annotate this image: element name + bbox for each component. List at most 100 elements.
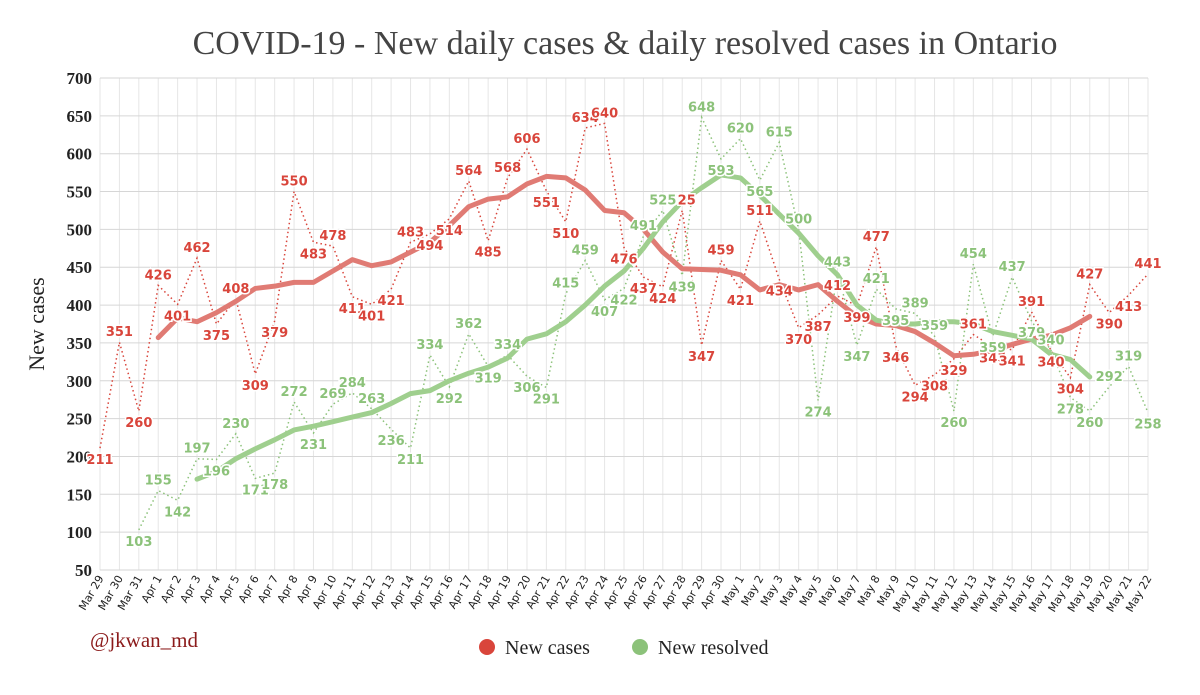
value-label: 620: [727, 122, 754, 137]
y-axis-label: New cases: [24, 277, 49, 370]
value-label: 426: [145, 268, 172, 283]
value-label: 319: [475, 371, 502, 386]
value-label: 260: [125, 416, 152, 431]
y-tick-label: 350: [67, 334, 93, 353]
value-label: 347: [688, 350, 715, 365]
value-label: 260: [1076, 416, 1103, 431]
value-label: 294: [902, 390, 929, 405]
value-label: 459: [572, 243, 599, 258]
value-label: 615: [766, 125, 793, 140]
y-tick-label: 700: [67, 69, 93, 88]
value-label: 634: [572, 111, 599, 126]
value-label: 421: [378, 294, 405, 309]
value-label: 412: [824, 279, 851, 294]
trend-line: [194, 172, 1093, 482]
value-label: 197: [183, 442, 210, 457]
y-tick-label: 650: [67, 107, 93, 126]
value-label: 211: [397, 453, 424, 468]
legend-marker: [479, 639, 495, 655]
daily-line: [99, 122, 1149, 449]
value-label: 340: [1037, 333, 1064, 348]
value-label: 483: [300, 247, 327, 262]
value-label: 551: [533, 196, 560, 211]
value-label: 568: [494, 161, 521, 176]
y-tick-label: 400: [67, 296, 93, 315]
value-label: 407: [591, 305, 618, 320]
value-label: 347: [843, 350, 870, 365]
y-tick-label: 600: [67, 145, 93, 164]
y-tick-label: 300: [67, 372, 93, 391]
value-label: 319: [1115, 349, 1142, 364]
value-label: 476: [610, 253, 637, 268]
y-tick-label: 150: [67, 485, 93, 504]
value-label: 459: [707, 243, 734, 258]
value-label: 441: [1134, 257, 1161, 272]
value-label: 359: [979, 341, 1006, 356]
value-label: 309: [242, 379, 269, 394]
value-label: 359: [921, 319, 948, 334]
value-label: 500: [785, 212, 812, 227]
value-label: 525: [649, 193, 676, 208]
value-label: 454: [960, 247, 987, 262]
value-label: 379: [261, 326, 288, 341]
value-label: 236: [378, 434, 405, 449]
value-label: 565: [746, 185, 773, 200]
value-label: 258: [1134, 418, 1161, 433]
grid: [99, 77, 1149, 571]
value-label: 171: [242, 483, 269, 498]
value-label: 284: [339, 376, 366, 391]
value-label: 640: [591, 106, 618, 121]
value-label: 390: [1096, 318, 1123, 333]
value-label: 525: [669, 193, 696, 208]
value-label: 274: [805, 405, 832, 420]
value-label: 564: [455, 164, 482, 179]
value-label: 362: [455, 317, 482, 332]
value-label: 408: [222, 282, 249, 297]
value-label: 260: [940, 416, 967, 431]
value-label: 424: [649, 292, 676, 307]
value-label: 514: [436, 224, 463, 239]
value-label: 292: [1096, 370, 1123, 385]
value-label: 375: [203, 329, 230, 344]
value-label: 477: [863, 230, 890, 245]
y-tick-label: 200: [67, 447, 93, 466]
y-tick-label: 550: [67, 183, 93, 202]
value-label: 306: [513, 381, 540, 396]
y-tick-label: 50: [75, 561, 92, 580]
trend-line: [155, 173, 1093, 359]
legend-marker: [632, 639, 648, 655]
value-label: 593: [707, 164, 734, 179]
chart-title: COVID-19 - New daily cases & daily resol…: [193, 25, 1058, 62]
value-label: 510: [552, 227, 579, 242]
value-label: 211: [86, 453, 113, 468]
value-label: 387: [805, 320, 832, 335]
legend-label: New resolved: [658, 637, 769, 659]
value-label: 411: [339, 302, 366, 317]
value-label: 178: [261, 478, 288, 493]
y-tick-label: 500: [67, 220, 93, 239]
value-label: 196: [203, 464, 230, 479]
value-label: 329: [940, 364, 967, 379]
value-label: 351: [106, 325, 133, 340]
value-label: 291: [533, 393, 560, 408]
value-label: 401: [358, 309, 385, 324]
value-label: 399: [843, 311, 870, 326]
value-label: 478: [319, 229, 346, 244]
value-label: 391: [1018, 295, 1045, 310]
value-label: 272: [281, 385, 308, 400]
value-label: 361: [960, 318, 987, 333]
value-label: 389: [902, 296, 929, 311]
value-label: 155: [145, 474, 172, 489]
value-label: 395: [882, 314, 909, 329]
credit: @jkwan_md: [90, 628, 198, 652]
value-label: 346: [882, 351, 909, 366]
value-label: 415: [552, 277, 579, 292]
value-label: 606: [513, 132, 540, 147]
value-label: 483: [397, 225, 424, 240]
value-label: 462: [183, 241, 210, 256]
value-label: 278: [1057, 402, 1084, 417]
value-label: 341: [999, 355, 1026, 370]
value-label: 142: [164, 505, 191, 520]
value-label: 334: [494, 338, 521, 353]
